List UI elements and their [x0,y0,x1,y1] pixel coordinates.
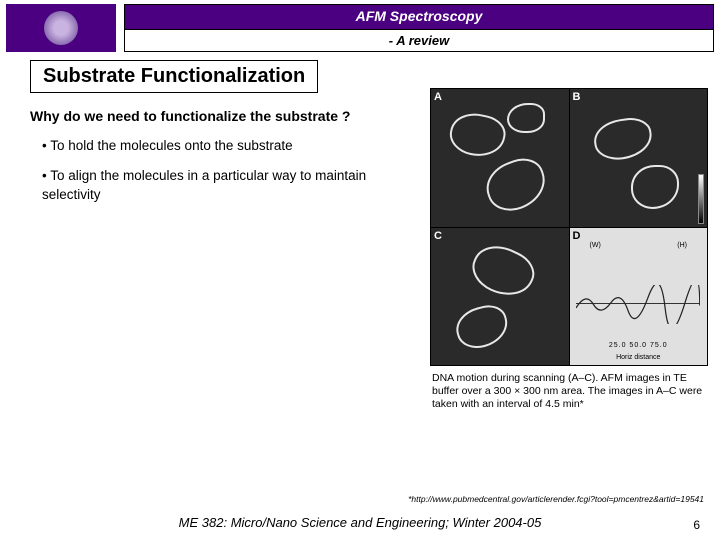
footer-text: ME 382: Micro/Nano Science and Engineeri… [0,515,720,530]
panel-d-label: D [573,230,581,242]
d-anno-w: (W) [590,242,601,249]
title-bar: AFM Spectroscopy [124,4,714,30]
page-number: 6 [693,518,700,532]
d-xlabel: Horiz distance [570,354,708,361]
figure-caption: DNA motion during scanning (A–C). AFM im… [430,366,708,411]
panel-a-label: A [434,91,442,103]
color-scalebar [698,174,704,224]
panel-a: A [431,89,569,227]
bullet-1: • To hold the molecules onto the substra… [30,137,400,155]
presentation-subtitle: - A review [389,33,449,48]
section-heading: Substrate Functionalization [30,60,318,93]
panel-c: C [431,228,569,366]
citation-text: *http://www.pubmedcentral.gov/articleren… [408,494,704,504]
subtitle-bar: - A review [124,30,714,52]
figure-block: A B C D (W) (H) 25.0 50.0 75.0 Horiz [430,88,708,411]
question-text: Why do we need to functionalize the subs… [30,107,400,125]
bullet-2: • To align the molecules in a particular… [30,167,400,203]
graph-wave [576,285,700,324]
panel-b-label: B [573,91,581,103]
university-logo [6,4,116,52]
d-xticks: 25.0 50.0 75.0 [582,342,696,349]
panel-b: B [570,89,708,227]
presentation-title: AFM Spectroscopy [356,8,483,24]
d-anno-h: (H) [677,242,687,249]
panel-c-label: C [434,230,442,242]
slide-date: 9/11/2021 [0,440,2,484]
panel-d: D (W) (H) 25.0 50.0 75.0 Horiz distance [570,228,708,366]
afm-panel-grid: A B C D (W) (H) 25.0 50.0 75.0 Horiz [430,88,708,366]
logo-seal [44,11,78,45]
